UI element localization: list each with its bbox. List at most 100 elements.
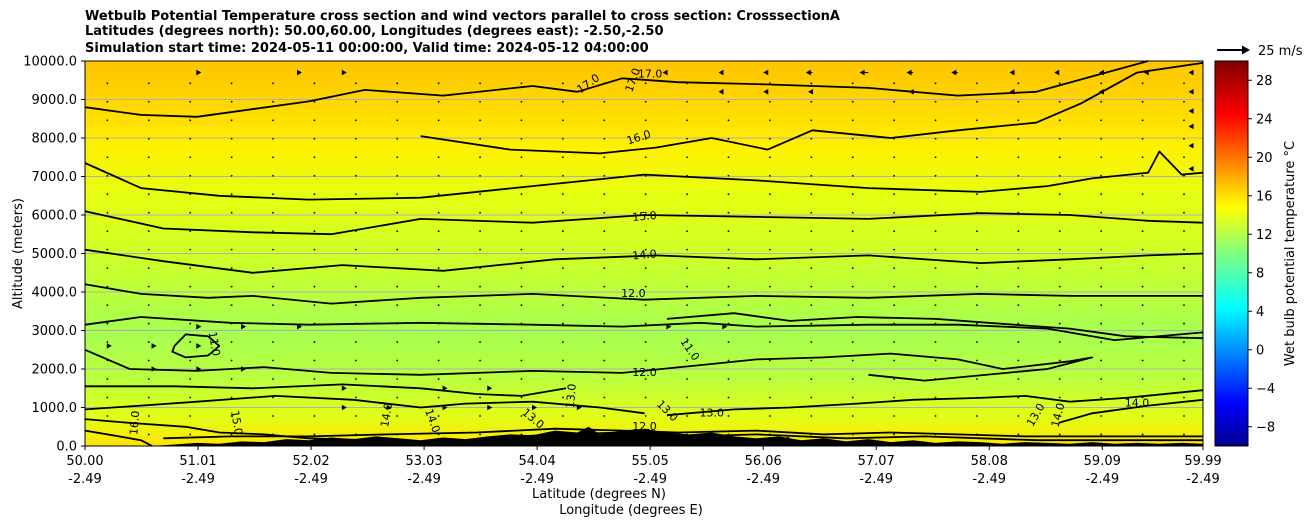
title-line-1: Wetbulb Potential Temperature cross sect… bbox=[85, 9, 840, 24]
wind-vector-dot bbox=[769, 248, 771, 251]
wind-vector-dot bbox=[1183, 322, 1185, 325]
wind-vector-dot bbox=[1141, 415, 1144, 417]
wind-vector-dot bbox=[479, 415, 481, 417]
x-tick-label-lon: -2.49 bbox=[181, 472, 215, 487]
wind-vector-dot bbox=[769, 137, 771, 140]
wind-vector-dot bbox=[686, 359, 688, 362]
wind-vector-dot bbox=[189, 137, 192, 140]
wind-vector-dot bbox=[686, 378, 688, 380]
wind-vector-arrowhead bbox=[763, 69, 769, 76]
x-tick-label-lon: -2.49 bbox=[746, 472, 780, 487]
wind-vector-dot bbox=[934, 137, 937, 140]
x-tick-label-lon: -2.49 bbox=[407, 472, 441, 487]
wind-vector-dot bbox=[1183, 248, 1185, 251]
wind-vector-dot bbox=[603, 285, 606, 288]
wind-vector-dot bbox=[769, 193, 771, 196]
wind-vector-dot bbox=[1100, 174, 1103, 177]
wind-vector-dot bbox=[147, 248, 150, 251]
wind-vector-dot bbox=[603, 119, 606, 122]
wind-vector-dot bbox=[1058, 378, 1061, 380]
wind-vector-dot bbox=[437, 174, 440, 177]
wind-vector-dot bbox=[1141, 304, 1144, 306]
wind-vector-dot bbox=[976, 119, 978, 122]
wind-vector-dot bbox=[644, 378, 647, 380]
wind-vector-dot bbox=[189, 396, 192, 399]
wind-vector-arrowhead bbox=[1188, 166, 1194, 172]
contour-lines bbox=[84, 60, 1204, 447]
wind-vector-dot bbox=[976, 193, 978, 196]
wind-vector-dot bbox=[644, 341, 647, 343]
contour-line-13 bbox=[163, 427, 1203, 440]
wind-vector-dot bbox=[230, 415, 233, 417]
wind-vector-dot bbox=[189, 322, 192, 325]
wind-vector-dot bbox=[644, 119, 647, 122]
colorbar-tick-label: 4 bbox=[1256, 305, 1264, 320]
wind-vector-dot bbox=[313, 156, 316, 159]
wind-vector-dot bbox=[147, 267, 150, 270]
wind-vector-arrowhead bbox=[805, 69, 811, 76]
wind-vector-dot bbox=[313, 137, 316, 140]
wind-vector-dot bbox=[810, 193, 813, 196]
wind-vector-dot bbox=[810, 304, 813, 306]
wind-vector-dot bbox=[147, 137, 150, 140]
wind-vector-dot bbox=[851, 378, 854, 380]
wind-vector-dot bbox=[851, 82, 854, 85]
wind-vector-dot bbox=[147, 396, 150, 399]
wind-vector-dot bbox=[810, 415, 813, 417]
wind-vector-dot bbox=[603, 211, 606, 214]
wind-vector-dot bbox=[1017, 433, 1020, 436]
wind-vector-dot bbox=[479, 285, 481, 288]
colorbar-tick-label: −8 bbox=[1256, 420, 1275, 435]
wind-vector-dot bbox=[1183, 156, 1185, 159]
wind-vector-dot bbox=[561, 156, 564, 159]
wind-vector-dot bbox=[520, 137, 523, 140]
wind-vector-dot bbox=[561, 137, 564, 140]
wind-vector-dot bbox=[976, 341, 978, 343]
wind-vector-arrowhead bbox=[906, 69, 912, 76]
contour-line-12 bbox=[84, 348, 1094, 382]
wind-vector-dot bbox=[727, 156, 730, 159]
x-tick-label-lat: 59.99 bbox=[1184, 454, 1221, 469]
wind-vector-dot bbox=[189, 285, 192, 288]
wind-vector-dot bbox=[976, 285, 978, 288]
wind-vector-dot bbox=[479, 100, 481, 103]
colorbar-tick-label: 16 bbox=[1256, 189, 1273, 204]
wind-vector-dot bbox=[106, 193, 109, 196]
wind-vector-dot bbox=[1141, 341, 1144, 343]
wind-vector-dot bbox=[230, 137, 233, 140]
wind-vector-dot bbox=[934, 156, 937, 159]
wind-vector-dot bbox=[437, 230, 440, 233]
y-tick-label: 7000.0 bbox=[32, 170, 78, 185]
wind-vector-dot bbox=[1058, 82, 1061, 85]
wind-vector-dot bbox=[893, 304, 896, 306]
wind-vector-dot bbox=[1100, 322, 1103, 325]
wind-vector-arrowhead bbox=[442, 385, 448, 392]
wind-vector-dot bbox=[313, 100, 316, 103]
wind-vector-dot bbox=[437, 304, 440, 306]
contour-label: 13.0 bbox=[699, 406, 724, 419]
wind-vector-dot bbox=[437, 156, 440, 159]
colorbar: −8 −4 0 4 8 12 16 20 24 28 Wet bulb potential tem… bbox=[1214, 60, 1298, 447]
wind-vector-dot bbox=[1017, 193, 1020, 196]
wind-vector-dot bbox=[272, 267, 274, 270]
wind-vector-dot bbox=[603, 137, 606, 140]
wind-vector-dot bbox=[810, 100, 813, 103]
wind-vector-dot bbox=[1058, 137, 1061, 140]
wind-vector-dot bbox=[851, 341, 854, 343]
wind-vector-dot bbox=[603, 156, 606, 159]
wind-vector-dot bbox=[1100, 341, 1103, 343]
wind-vector-dot bbox=[561, 359, 564, 362]
wind-vector-dot bbox=[851, 248, 854, 251]
wind-vector-dot bbox=[976, 137, 978, 140]
wind-vector-dot bbox=[1183, 378, 1185, 380]
wind-vector-dot bbox=[1141, 82, 1144, 85]
x-axis: 50.00 -2.49 51.01 -2.49 52.02 -2.49 53.03 -2.49… bbox=[66, 446, 1222, 487]
colorbar-tick-label: 20 bbox=[1256, 151, 1273, 166]
plot-area: 17.0 17.017.016.015.014.012.011.0 11.012.0… bbox=[84, 60, 1204, 448]
y-tick-label: 9000.0 bbox=[32, 93, 78, 108]
wind-vector-dot bbox=[644, 304, 647, 306]
contour-line-17 bbox=[622, 60, 1149, 97]
wind-vector-dot bbox=[1183, 304, 1185, 306]
x-tick-label-lat: 58.08 bbox=[971, 454, 1008, 469]
wind-vector-dot bbox=[934, 119, 937, 122]
